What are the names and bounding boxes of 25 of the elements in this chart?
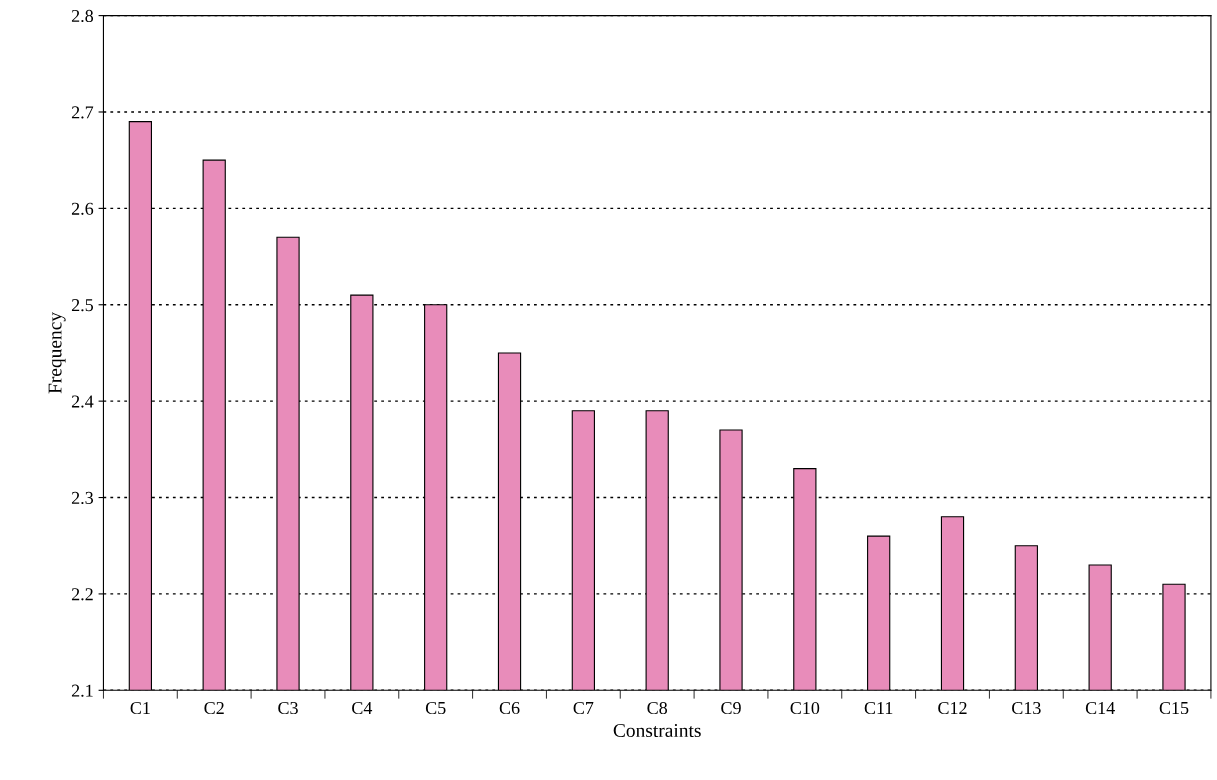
x-tick-label: C9 — [721, 701, 741, 715]
x-tick-label: C8 — [647, 701, 668, 715]
x-tick-label: C15 — [1159, 701, 1189, 715]
x-tick-label: C3 — [278, 701, 298, 715]
y-tick-label: 2.6 — [71, 202, 94, 215]
y-tick-label: 2.7 — [71, 106, 94, 119]
y-tick-label: 2.2 — [71, 588, 93, 601]
x-tick-label: C10 — [790, 701, 820, 715]
x-axis-title: Constraints — [613, 723, 701, 738]
x-tick-label: C11 — [864, 701, 893, 715]
x-tick-label: C5 — [425, 701, 446, 715]
x-tick-label: C14 — [1085, 701, 1115, 715]
x-tick-label: C2 — [204, 701, 224, 715]
x-tick-label: C4 — [352, 701, 373, 715]
y-tick-label: 2.4 — [71, 395, 94, 408]
x-tick-label: C12 — [938, 701, 967, 715]
x-tick-label: C7 — [573, 701, 594, 715]
x-tick-label: C13 — [1012, 701, 1041, 715]
y-tick-label: 2.5 — [71, 299, 94, 312]
y-axis-title: Frequency — [48, 311, 66, 394]
y-tick-label: 2.8 — [71, 9, 94, 23]
y-tick-label: 2.1 — [71, 684, 93, 697]
x-tick-label: C1 — [130, 701, 150, 715]
y-tick-label: 2.3 — [71, 491, 94, 505]
x-tick-label: C6 — [499, 701, 520, 715]
